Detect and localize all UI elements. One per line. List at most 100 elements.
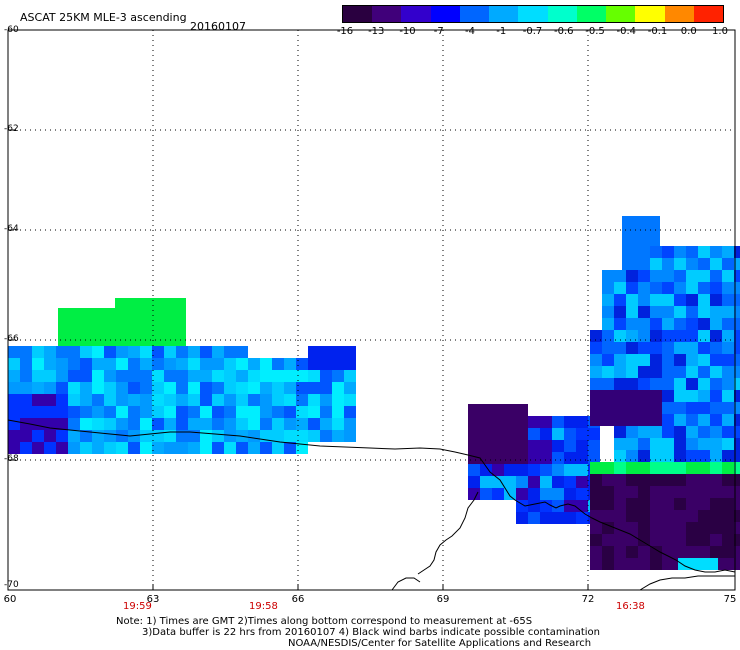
wind-cell: [540, 452, 552, 464]
wind-cell: [710, 354, 722, 366]
y-tick-label: -68: [4, 454, 19, 464]
wind-cell: [626, 534, 638, 546]
wind-cell: [722, 294, 734, 306]
wind-cell: [20, 394, 32, 406]
wind-cell: [528, 440, 540, 452]
wind-cell: [552, 452, 564, 464]
wind-cell: [56, 394, 68, 406]
wind-cell: [602, 306, 614, 318]
wind-cell: [590, 390, 602, 402]
wind-cell: [188, 394, 200, 406]
wind-cell: [224, 382, 236, 394]
note-line-3: NOAA/NESDIS/Center for Satellite Applica…: [288, 638, 592, 649]
wind-cell: [56, 442, 68, 454]
wind-cell: [626, 306, 638, 318]
wind-cell: [638, 306, 650, 318]
wind-cell: [602, 366, 614, 378]
wind-cell: [320, 430, 332, 442]
wind-cell: [332, 394, 344, 406]
wind-cell: [332, 346, 344, 358]
wind-cell: [576, 440, 588, 452]
wind-cell: [468, 428, 480, 440]
wind-cell: [176, 370, 188, 382]
wind-cell: [480, 404, 492, 416]
wind-cell: [650, 390, 662, 402]
note-line-2: 3)Data buffer is 22 hrs from 20160107 4)…: [142, 627, 600, 638]
wind-cell: [602, 402, 614, 414]
wind-cell: [674, 294, 686, 306]
wind-cell: [104, 382, 116, 394]
wind-cell: [200, 418, 212, 430]
wind-cell: [674, 342, 686, 354]
wind-cell: [588, 428, 600, 440]
wind-cell: [32, 358, 44, 370]
wind-cell: [710, 414, 722, 426]
wind-cell: [650, 486, 662, 498]
wind-cell: [602, 558, 614, 570]
wind-cell: [492, 428, 504, 440]
pass-time-label: 19:59: [123, 601, 152, 612]
wind-cell: [492, 416, 504, 428]
wind-cell: [200, 442, 212, 454]
wind-cell: [504, 428, 516, 440]
y-tick-label: -70: [4, 580, 19, 590]
wind-cell: [104, 370, 116, 382]
wind-cell: [224, 418, 236, 430]
wind-cell: [626, 354, 638, 366]
wind-cell: [92, 346, 104, 358]
wind-cell: [734, 246, 740, 258]
wind-cell: [590, 378, 602, 390]
wind-cell: [662, 318, 674, 330]
wind-cell: [650, 438, 662, 450]
wind-cell: [626, 450, 638, 462]
wind-cell: [344, 370, 356, 382]
wind-cell: [68, 406, 80, 418]
wind-cell: [638, 294, 650, 306]
wind-cell: [662, 438, 674, 450]
wind-cell: [540, 512, 552, 524]
wind-cell: [734, 558, 740, 570]
wind-cell: [152, 406, 164, 418]
wind-cell: [602, 270, 614, 282]
wind-cell: [674, 534, 686, 546]
wind-cell: [674, 462, 686, 474]
wind-cell: [650, 450, 662, 462]
wind-cell: [722, 390, 734, 402]
wind-cell: [674, 546, 686, 558]
wind-cell: [722, 522, 734, 534]
wind-cell: [188, 406, 200, 418]
wind-cell: [614, 546, 626, 558]
colorbar-swatch: [372, 6, 402, 22]
wind-cell: [662, 426, 674, 438]
wind-cell: [260, 418, 272, 430]
wind-cell: [734, 498, 740, 510]
wind-cell: [212, 442, 224, 454]
wind-cell: [614, 366, 626, 378]
wind-cell: [674, 486, 686, 498]
wind-cell: [188, 346, 200, 358]
wind-cell: [614, 342, 626, 354]
wind-cell: [638, 558, 650, 570]
wind-cell: [504, 404, 516, 416]
wind-cell: [674, 246, 686, 258]
wind-cell: [662, 306, 674, 318]
wind-cell: [20, 382, 32, 394]
wind-cell: [662, 510, 674, 522]
wind-cell: [480, 488, 492, 500]
wind-cell: [678, 558, 718, 570]
wind-cell: [698, 366, 710, 378]
wind-cell: [722, 246, 734, 258]
colorbar-swatch: [343, 6, 373, 22]
wind-cell: [212, 346, 224, 358]
wind-cell: [638, 414, 650, 426]
wind-cell: [602, 510, 614, 522]
wind-cell: [686, 306, 698, 318]
wind-cell: [722, 426, 734, 438]
wind-cell: [104, 394, 116, 406]
wind-cell: [260, 358, 272, 370]
wind-cell: [710, 342, 722, 354]
colorbar-swatch: [664, 6, 695, 22]
wind-cell: [284, 442, 296, 454]
wind-cell: [710, 450, 722, 462]
wind-cell: [200, 406, 212, 418]
